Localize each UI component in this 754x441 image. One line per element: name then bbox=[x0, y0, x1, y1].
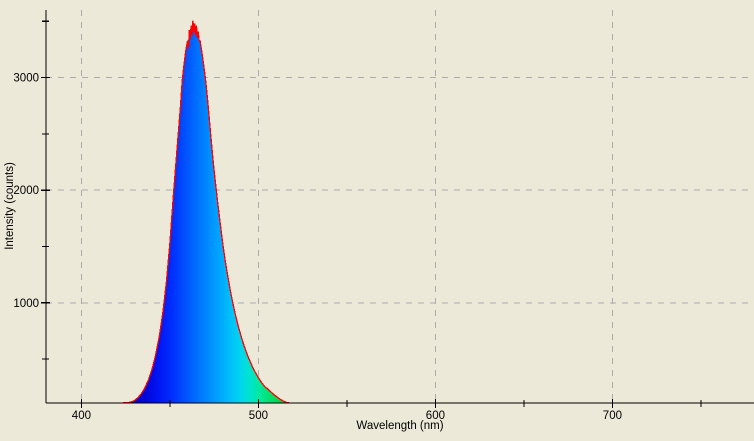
x-tick-label: 400 bbox=[72, 410, 91, 422]
spectrum-curve bbox=[46, 20, 754, 404]
axes bbox=[45, 10, 754, 404]
x-tick-label: 700 bbox=[603, 410, 622, 422]
axis-ticks bbox=[41, 20, 702, 408]
spectrum-area-fill bbox=[46, 20, 754, 403]
y-axis-title: Intensity (counts) bbox=[4, 162, 16, 250]
x-axis-title: Wavelength (nm) bbox=[356, 420, 443, 432]
y-tick-label: 1000 bbox=[13, 298, 39, 310]
y-tick-label: 3000 bbox=[13, 73, 39, 85]
tick-labels: 400 500 600 700 1000 2000 3000 bbox=[13, 73, 622, 422]
x-tick-label: 600 bbox=[426, 410, 445, 422]
y-tick-label: 2000 bbox=[13, 185, 39, 197]
x-tick-label: 500 bbox=[249, 410, 268, 422]
gridlines bbox=[46, 10, 754, 403]
